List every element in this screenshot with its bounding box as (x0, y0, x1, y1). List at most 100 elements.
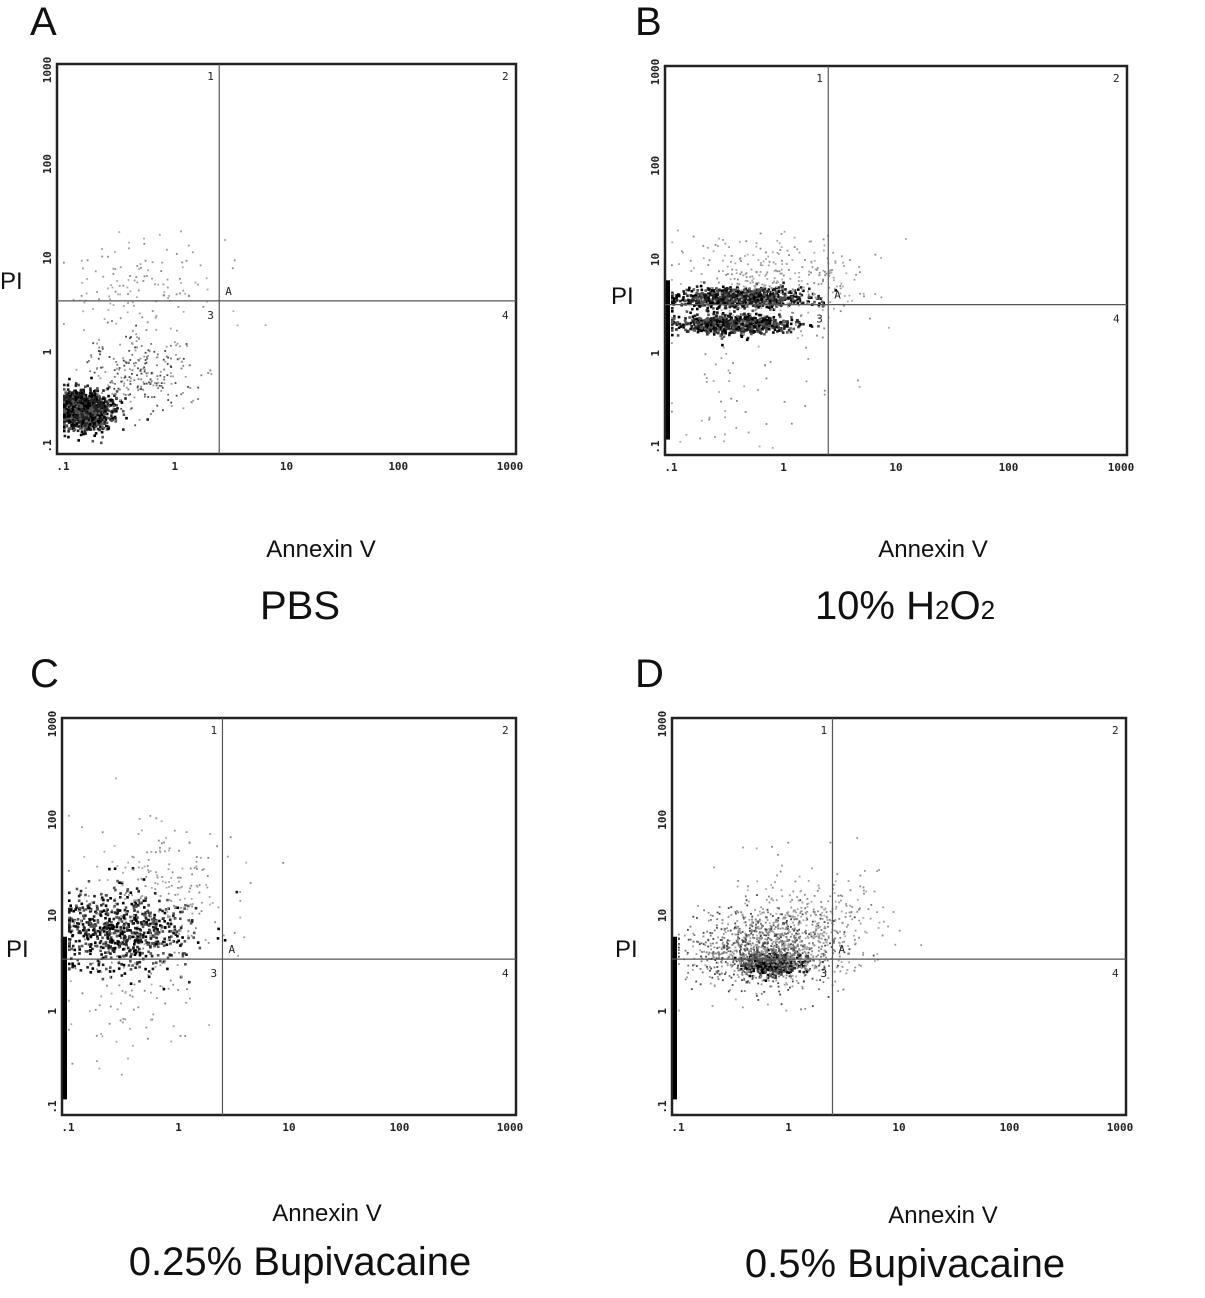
data-point (185, 953, 188, 956)
data-point (129, 949, 132, 952)
data-point (88, 895, 90, 897)
data-point (98, 402, 101, 405)
data-point (771, 322, 773, 324)
data-points (63, 231, 267, 445)
data-point (125, 892, 127, 894)
data-point (142, 389, 144, 391)
data-point (121, 377, 123, 379)
data-point (165, 837, 167, 839)
data-point (706, 307, 709, 310)
data-point (144, 396, 146, 398)
data-point (116, 368, 118, 370)
data-point (122, 410, 125, 413)
data-point (727, 273, 729, 275)
x-tick-label: 10 (280, 460, 293, 473)
data-point (146, 912, 148, 914)
data-point (801, 335, 803, 337)
data-point (790, 327, 792, 329)
data-point (82, 929, 85, 932)
data-point (888, 327, 890, 329)
data-point (686, 295, 689, 298)
data-point (104, 917, 107, 920)
data-point (195, 282, 197, 284)
data-point (127, 862, 129, 864)
data-point (138, 337, 140, 339)
data-point (724, 324, 727, 327)
data-point (170, 375, 172, 377)
data-point (779, 296, 782, 299)
data-point (173, 925, 176, 928)
data-point (696, 292, 699, 295)
data-point (105, 945, 108, 948)
data-point (83, 917, 86, 920)
data-point (161, 876, 163, 878)
data-point (821, 301, 824, 304)
data-point (147, 372, 149, 374)
data-point (138, 861, 140, 863)
data-point (177, 964, 179, 966)
data-point (691, 290, 694, 293)
data-point (905, 238, 907, 240)
data-point (177, 989, 179, 991)
data-point (731, 283, 733, 285)
data-point (90, 377, 93, 380)
data-point (776, 295, 778, 297)
data-point (68, 921, 71, 924)
data-point (191, 919, 194, 922)
data-point (96, 905, 99, 908)
data-point (732, 362, 734, 364)
data-point (195, 927, 197, 929)
data-point (158, 382, 160, 384)
data-point (171, 885, 173, 887)
data-point (833, 308, 835, 310)
data-point (98, 429, 101, 432)
data-point (753, 278, 755, 280)
data-point (114, 889, 117, 892)
data-point (755, 246, 757, 248)
data-point (107, 385, 109, 387)
data-point (779, 316, 782, 319)
data-point (824, 394, 826, 396)
data-point (680, 283, 682, 285)
data-point (132, 369, 134, 371)
data-point (157, 284, 159, 286)
data-point (152, 410, 154, 412)
data-point (165, 882, 167, 884)
data-point (68, 815, 70, 817)
data-point (144, 990, 146, 992)
data-point (170, 402, 172, 404)
data-point (102, 346, 104, 348)
data-point (752, 310, 755, 313)
data-point (863, 295, 865, 297)
data-point (171, 405, 173, 407)
data-point (721, 344, 724, 347)
data-point (146, 275, 148, 277)
data-point (167, 916, 169, 918)
data-point (712, 307, 715, 310)
data-point (82, 923, 85, 926)
data-point (115, 291, 117, 293)
data-point (727, 325, 730, 328)
data-point (736, 400, 738, 402)
data-point (108, 868, 111, 871)
data-point (68, 967, 71, 970)
data-point (131, 990, 133, 992)
data-point (146, 356, 148, 358)
data-point (108, 934, 111, 937)
data-point (83, 329, 85, 331)
data-point (170, 930, 173, 933)
data-point (150, 915, 152, 917)
data-point (135, 325, 137, 327)
data-point (164, 850, 166, 852)
data-point (740, 321, 742, 323)
data-point (119, 892, 122, 895)
data-point (73, 424, 76, 427)
data-point (90, 971, 93, 974)
data-point (156, 315, 158, 317)
data-point (677, 334, 680, 337)
data-point (72, 945, 75, 948)
data-point (63, 411, 66, 414)
data-point (168, 925, 171, 928)
data-point (108, 405, 111, 408)
data-point (83, 393, 86, 396)
